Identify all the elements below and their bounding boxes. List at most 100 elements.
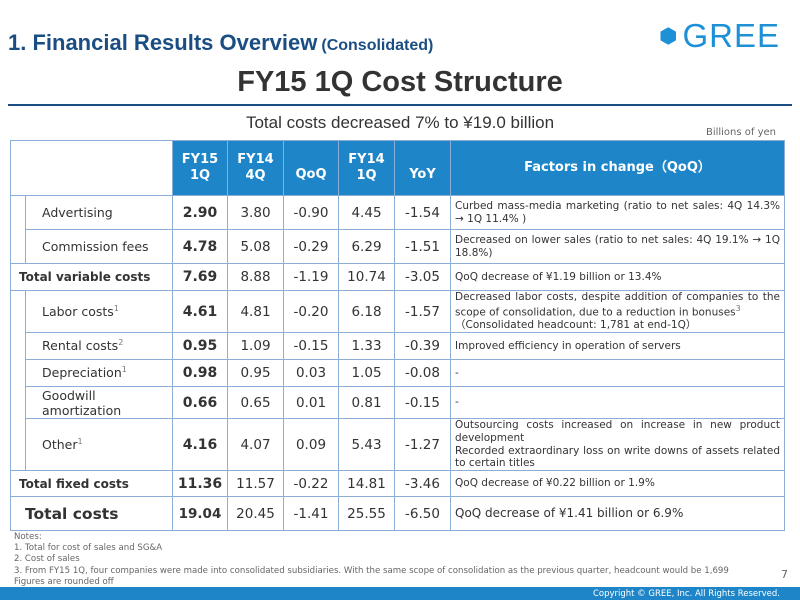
row-label: Rental costs2: [25, 332, 173, 360]
cell-qoq: -0.15: [283, 332, 339, 360]
cell-fy15-1q: 19.04: [172, 496, 228, 531]
cell-yoy: -6.50: [394, 496, 451, 531]
variable-stub: [10, 195, 26, 264]
cell-yoy: -0.39: [394, 332, 451, 360]
page-number: 7: [781, 568, 788, 581]
cell-qoq: -0.29: [283, 229, 339, 264]
header-yoy: YoY: [394, 140, 451, 196]
cell-fy14-1q: 0.81: [338, 386, 395, 419]
row-label: Depreciation1: [25, 359, 173, 387]
copyright: Copyright © GREE, Inc. All Rights Reserv…: [592, 589, 780, 599]
cell-factor: Curbed mass-media marketing (ratio to ne…: [450, 195, 785, 230]
cell-fy15-1q: 2.90: [172, 195, 228, 230]
cell-qoq: 0.03: [283, 359, 339, 387]
cell-fy14-1q: 1.33: [338, 332, 395, 360]
row-label: Labor costs1: [25, 290, 173, 333]
cell-fy15-1q: 4.16: [172, 418, 228, 471]
header-fy14-1q: FY14 1Q: [338, 140, 395, 196]
cell-fy14-1q: 1.05: [338, 359, 395, 387]
row-label: Goodwill amortization: [25, 386, 173, 419]
cell-fy14-4q: 1.09: [227, 332, 284, 360]
cell-fy14-4q: 4.07: [227, 418, 284, 471]
cell-factor: -: [450, 386, 785, 419]
cell-yoy: -1.51: [394, 229, 451, 264]
note-line: Notes:: [14, 532, 42, 542]
page-subtitle: Total costs decreased 7% to ¥19.0 billio…: [245, 113, 555, 132]
cell-qoq: -1.19: [283, 263, 339, 291]
header-factors: Factors in change（QoQ）: [450, 140, 785, 196]
gree-logo: GREE: [660, 16, 780, 56]
cell-fy14-4q: 11.57: [227, 470, 284, 497]
cost-structure-table: FY15 1Q FY14 4Q QoQ FY14 1Q YoY Factors in …: [10, 140, 785, 531]
table-row: Other1 4.16 4.07 0.09 5.43 -1.27 Outsour…: [11, 418, 785, 471]
note-line: 1. Total for cost of sales and SG&A: [14, 543, 163, 554]
header-qoq: QoQ: [283, 140, 339, 196]
cell-factor: -: [450, 359, 785, 387]
cell-qoq: -0.90: [283, 195, 339, 230]
cell-fy14-1q: 25.55: [338, 496, 395, 531]
gree-hexagon-icon: [660, 27, 676, 45]
cell-fy14-1q: 4.45: [338, 195, 395, 230]
cell-fy14-4q: 3.80: [227, 195, 284, 230]
header-fy15-1q: FY15 1Q: [172, 140, 228, 196]
cell-fy15-1q: 4.61: [172, 290, 228, 333]
cell-fy14-4q: 20.45: [227, 496, 284, 531]
footer-bar: [0, 587, 800, 600]
cell-factor: QoQ decrease of ¥1.41 billion or 6.9%: [450, 496, 785, 531]
cell-fy15-1q: 7.69: [172, 263, 228, 291]
cell-fy14-4q: 5.08: [227, 229, 284, 264]
cell-fy14-4q: 0.95: [227, 359, 284, 387]
cell-fy14-4q: 8.88: [227, 263, 284, 291]
header-blank: [10, 140, 173, 196]
logo-text: GREE: [682, 17, 780, 54]
total-fixed-label: Total fixed costs: [10, 470, 173, 497]
footnotes: Notes: 1. Total for cost of sales and SG…: [14, 532, 729, 588]
cell-fy14-1q: 5.43: [338, 418, 395, 471]
note-line: Figures are rounded off: [14, 576, 114, 587]
cell-fy15-1q: 0.95: [172, 332, 228, 360]
cell-fy15-1q: 4.78: [172, 229, 228, 264]
table-row: Advertising 2.90 3.80 -0.90 4.45 -1.54 C…: [10, 195, 785, 264]
page-title: FY15 1Q Cost Structure: [237, 66, 563, 98]
cell-fy14-4q: 4.81: [227, 290, 284, 333]
header-fy14-4q: FY14 4Q: [227, 140, 284, 196]
cell-qoq: -1.41: [283, 496, 339, 531]
section-title: 1. Financial Results Overview: [8, 30, 318, 55]
total-costs-row: Total costs 19.04 20.45 -1.41 25.55 -6.5…: [10, 496, 785, 531]
cell-yoy: -0.15: [394, 386, 451, 419]
table-row: Rental costs2 0.95 1.09 -0.15 1.33 -0.39…: [11, 332, 785, 360]
cell-yoy: -1.57: [394, 290, 451, 333]
row-label: Advertising: [25, 195, 173, 230]
note-line: 2. Cost of sales: [14, 554, 80, 565]
total-variable-row: Total variable costs 7.69 8.88 -1.19 10.…: [10, 263, 785, 291]
row-label: Other1: [25, 418, 173, 471]
cell-yoy: -3.05: [394, 263, 451, 291]
table-row: Commission fees 4.78 5.08 -0.29 6.29 -1.…: [11, 229, 785, 264]
slide-heading: 1. Financial Results Overview (Consolidat…: [8, 30, 433, 56]
table-header-row: FY15 1Q FY14 4Q QoQ FY14 1Q YoY Factors in …: [10, 140, 785, 196]
cell-qoq: -0.20: [283, 290, 339, 333]
cell-yoy: -1.54: [394, 195, 451, 230]
cell-fy15-1q: 0.66: [172, 386, 228, 419]
cell-fy14-1q: 14.81: [338, 470, 395, 497]
cell-fy15-1q: 0.98: [172, 359, 228, 387]
title-divider: [8, 104, 792, 106]
table-row: Goodwill amortization 0.66 0.65 0.01 0.8…: [11, 386, 785, 419]
table-row: Depreciation1 0.98 0.95 0.03 1.05 -0.08 …: [11, 359, 785, 387]
cell-qoq: 0.01: [283, 386, 339, 419]
cell-yoy: -1.27: [394, 418, 451, 471]
cell-qoq: -0.22: [283, 470, 339, 497]
cell-yoy: -3.46: [394, 470, 451, 497]
cell-factor: Improved efficiency in operation of serv…: [450, 332, 785, 360]
cell-factor: Outsourcing costs increased on increase …: [450, 418, 785, 471]
cell-factor: Decreased on lower sales (ratio to net s…: [450, 229, 785, 264]
cell-factor: Decreased labor costs, despite addition …: [450, 290, 785, 333]
total-variable-label: Total variable costs: [10, 263, 173, 291]
cell-factor: QoQ decrease of ¥0.22 billion or 1.9%: [450, 470, 785, 497]
total-fixed-row: Total fixed costs 11.36 11.57 -0.22 14.8…: [10, 470, 785, 497]
cell-qoq: 0.09: [283, 418, 339, 471]
cell-fy14-1q: 6.29: [338, 229, 395, 264]
fixed-stub: [10, 290, 26, 471]
cell-fy14-1q: 10.74: [338, 263, 395, 291]
note-line: 3. From FY15 1Q, four companies were mad…: [14, 565, 729, 576]
